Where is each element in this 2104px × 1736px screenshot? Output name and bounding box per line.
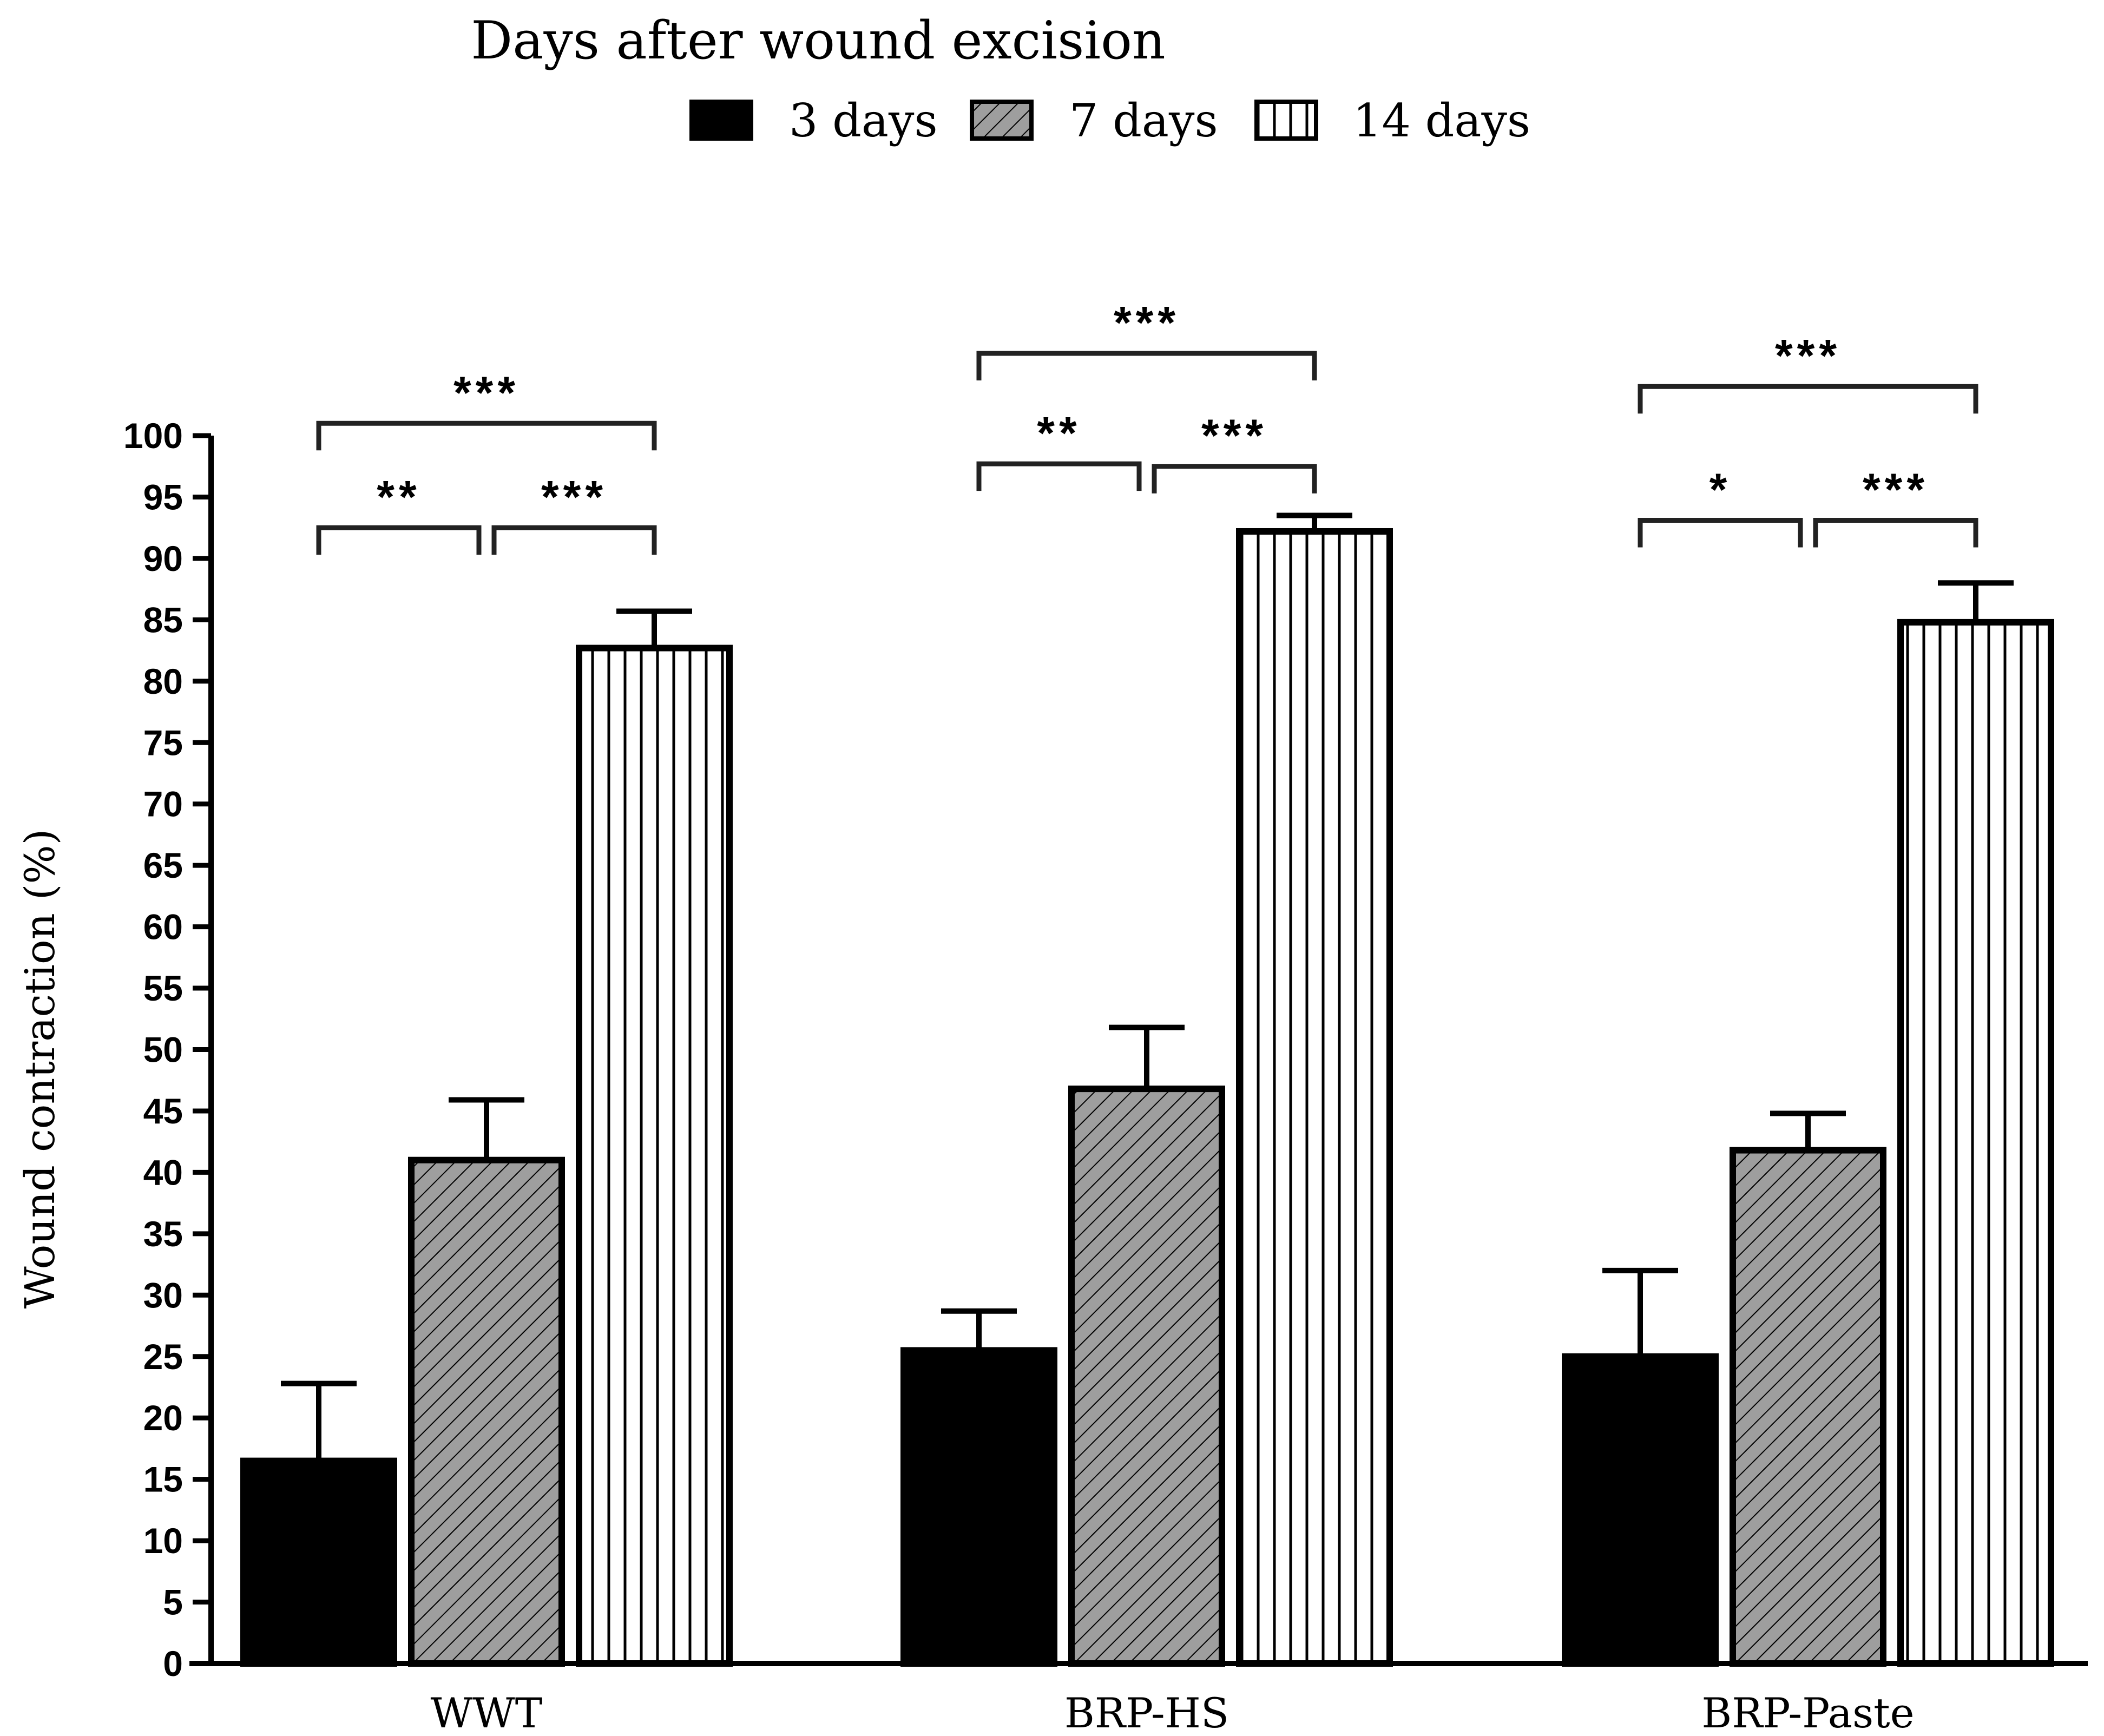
y-axis-label: Wound contraction (%) (16, 829, 64, 1309)
bar-brp-hs-14-days (1236, 528, 1393, 1667)
significance-label: ** (1037, 407, 1081, 458)
bar-wwt-7-days (408, 1156, 565, 1667)
x-category-label: BRP-HS (1064, 1689, 1229, 1736)
y-tick-label: 85 (143, 600, 183, 640)
legend-swatch-14-days (1254, 100, 1318, 141)
y-tick-label: 25 (143, 1337, 183, 1377)
significance-label: *** (453, 367, 520, 418)
x-category-label: BRP-Paste (1701, 1689, 1914, 1736)
x-axis: WWT BRP-HS BRP-Paste (189, 1661, 2088, 1736)
legend-swatch-7-days (970, 100, 1034, 141)
chart-title: Days after wound excision (471, 10, 1165, 71)
legend-label-7-days: 7 days (1069, 94, 1218, 147)
significance-bracket (316, 525, 482, 555)
legend-label-3-days: 3 days (789, 94, 938, 147)
significance-bracket (1152, 464, 1317, 494)
y-axis: 0 5 10 15 20 25 30 35 40 45 50 55 60 65 70 75 80 85 90 95 10… (123, 416, 214, 1684)
significance-label: *** (541, 471, 607, 522)
y-tick-label: 55 (143, 968, 183, 1008)
bars (240, 528, 2054, 1667)
y-tick-label: 100 (123, 416, 183, 456)
y-tick-label: 20 (143, 1398, 183, 1438)
significance-bracket (1638, 518, 1803, 548)
y-tick-label: 50 (143, 1030, 183, 1070)
significance-bracket (316, 420, 657, 451)
y-tick-label: 90 (143, 538, 183, 578)
significance-bracket (976, 461, 1142, 491)
y-tick-label: 10 (143, 1521, 183, 1561)
significance-bracket (1638, 384, 1978, 414)
y-tick-label: 60 (143, 907, 183, 947)
bar-wwt-3-days (240, 1457, 397, 1667)
y-tick-label: 75 (143, 722, 183, 762)
y-tick-label: 15 (143, 1459, 183, 1500)
bar-brp-paste-7-days (1730, 1147, 1886, 1667)
y-tick-label: 65 (143, 845, 183, 885)
y-tick-label: 40 (143, 1152, 183, 1192)
error-bars (281, 512, 2014, 1461)
significance-bracket (1813, 518, 1978, 548)
significance-label: *** (1114, 297, 1180, 348)
y-tick-label: 95 (143, 477, 183, 517)
significance-label: ** (377, 471, 420, 522)
bar-wwt-14-days (576, 645, 733, 1667)
y-tick-label: 70 (143, 784, 183, 824)
bar-brp-paste-3-days (1562, 1353, 1719, 1667)
y-tick-label: 30 (143, 1275, 183, 1315)
y-tick-label: 35 (143, 1214, 183, 1254)
significance-bracket (491, 525, 657, 555)
x-category-label: WWT (431, 1689, 543, 1736)
significance-bracket (976, 351, 1317, 380)
legend-item-14-days: 14 days (1254, 94, 1530, 147)
y-tick-label: 45 (143, 1091, 183, 1131)
y-tick-label: 80 (143, 661, 183, 701)
legend-label-14-days: 14 days (1353, 94, 1530, 147)
legend: 3 days 7 days 14 days (689, 94, 1530, 147)
significance-label: * (1710, 464, 1732, 515)
y-tick-label: 5 (163, 1582, 183, 1622)
legend-item-3-days: 3 days (689, 94, 938, 147)
bar-brp-paste-14-days (1897, 619, 2054, 1667)
bar-brp-hs-3-days (900, 1347, 1057, 1667)
significance-label: *** (1775, 330, 1841, 381)
bar-brp-hs-7-days (1068, 1086, 1225, 1667)
legend-swatch-3-days (689, 100, 753, 141)
significance-label: *** (1201, 410, 1267, 461)
legend-item-7-days: 7 days (970, 94, 1218, 147)
significance-brackets: ** ******** ******* ****** (316, 297, 1978, 555)
y-tick-label: 0 (163, 1643, 183, 1684)
significance-label: *** (1863, 464, 1929, 515)
